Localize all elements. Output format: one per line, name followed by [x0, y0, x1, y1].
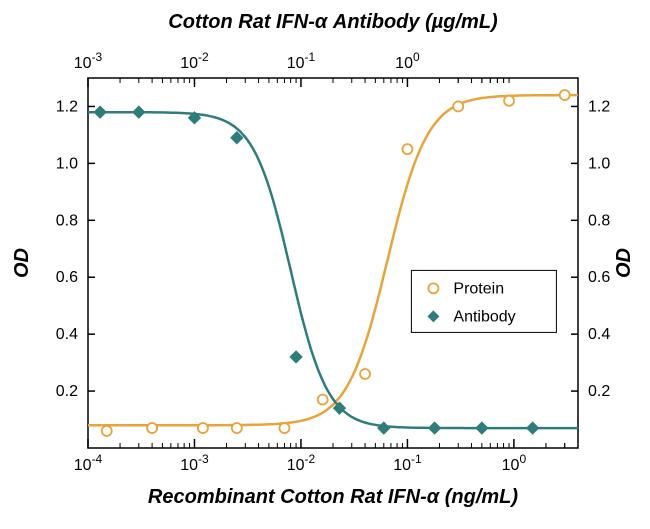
marker-protein [198, 423, 208, 433]
marker-protein [453, 101, 463, 111]
legend-label: Antibody [453, 308, 515, 325]
marker-antibody [133, 106, 145, 118]
marker-protein [232, 423, 242, 433]
x-top-tick-label: 10-3 [74, 50, 103, 72]
series-line-protein [88, 95, 578, 425]
y-left-tick-label: 1.0 [56, 155, 78, 172]
x-bottom-tick-label: 10-4 [74, 452, 103, 474]
axis-title: OD [11, 248, 33, 278]
marker-protein [360, 369, 370, 379]
axis-title: OD [613, 248, 635, 278]
axis-title: Recombinant Cotton Rat IFN-α (ng/mL) [148, 486, 518, 508]
marker-antibody [290, 351, 302, 363]
y-right-tick-label: 1.0 [588, 155, 610, 172]
y-left-tick-label: 0.2 [56, 383, 78, 400]
marker-antibody [527, 422, 539, 434]
x-bottom-tick-label: 10-3 [180, 452, 209, 474]
marker-protein [560, 90, 570, 100]
x-top-tick-label: 10-2 [180, 50, 209, 72]
y-right-tick-label: 0.6 [588, 269, 610, 286]
marker-antibody [429, 422, 441, 434]
y-right-tick-label: 0.2 [588, 383, 610, 400]
y-right-tick-label: 1.2 [588, 98, 610, 115]
x-top-tick-label: 100 [395, 50, 420, 72]
x-bottom-tick-label: 100 [502, 452, 527, 474]
legend-marker-protein [428, 283, 438, 293]
x-bottom-tick-label: 10-1 [393, 452, 422, 474]
axis-title: Cotton Rat IFN-α Antibody (µg/mL) [168, 11, 498, 33]
plot-border [88, 78, 578, 448]
chart-svg: 0.2 0.4 0.6 0.8 1.0 1.2 0.2 0.4 0.6 0.8 1.0 1.2 10-4… [0, 0, 650, 529]
y-right-tick-label: 0.4 [588, 326, 610, 343]
marker-protein [279, 423, 289, 433]
marker-protein [504, 96, 514, 106]
y-right-tick-label: 0.8 [588, 212, 610, 229]
marker-antibody [378, 422, 390, 434]
x-bottom-tick-label: 10-2 [287, 452, 316, 474]
marker-protein [102, 426, 112, 436]
marker-protein [147, 423, 157, 433]
marker-antibody [94, 106, 106, 118]
chart-container: 0.2 0.4 0.6 0.8 1.0 1.2 0.2 0.4 0.6 0.8 1.0 1.2 10-4… [0, 0, 650, 529]
y-left-tick-label: 0.4 [56, 326, 78, 343]
y-left-tick-label: 0.8 [56, 212, 78, 229]
marker-protein [318, 395, 328, 405]
marker-antibody [476, 422, 488, 434]
marker-protein [402, 144, 412, 154]
y-left-tick-label: 1.2 [56, 98, 78, 115]
x-top-tick-label: 10-1 [287, 50, 316, 72]
legend-label: Protein [453, 280, 504, 297]
y-left-tick-label: 0.6 [56, 269, 78, 286]
